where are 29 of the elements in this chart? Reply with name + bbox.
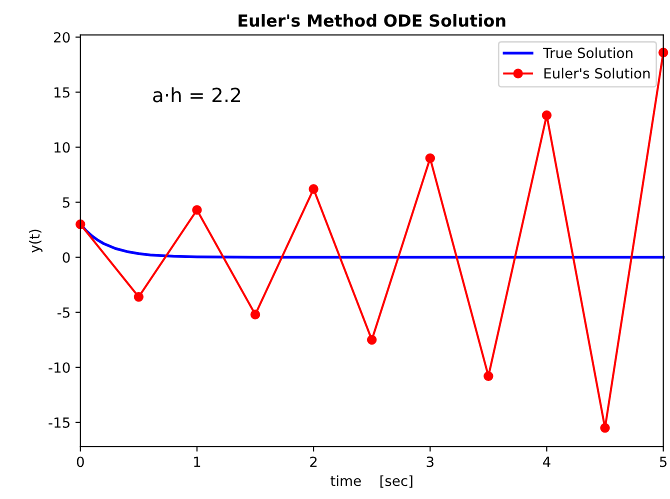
y-tick-label: 5 — [62, 197, 70, 208]
point — [484, 371, 494, 382]
y-tick-label: 15 — [54, 87, 70, 98]
x-tick-label: 1 — [194, 456, 200, 467]
x-tick-label: 2 — [310, 456, 317, 467]
x-tick-label: 4 — [542, 456, 550, 467]
x-tick-label: 3 — [426, 456, 434, 468]
y-tick-label: 20 — [54, 32, 70, 43]
y-tick-label: -5 — [58, 307, 70, 318]
x-axis-title: time [sec] — [330, 475, 412, 488]
chart-title: Euler's Method ODE Solution — [238, 14, 506, 27]
y-tick-label: 10 — [54, 142, 70, 153]
legend-label: Euler's Solution — [544, 68, 650, 79]
point — [366, 334, 377, 345]
point — [542, 110, 552, 120]
y-tick-label: -15 — [48, 418, 70, 428]
y-axis-title: y(t) — [29, 230, 42, 253]
x-tick-label: 0 — [76, 456, 84, 468]
legend-label: True Solution — [543, 47, 632, 58]
point — [250, 310, 260, 320]
x-tick-label: 5 — [660, 456, 667, 468]
point — [600, 423, 610, 433]
point — [134, 292, 144, 302]
annotation: a·h = 2.2 — [153, 87, 240, 102]
point — [308, 184, 318, 194]
point — [425, 153, 435, 164]
y-tick-label: 0 — [62, 252, 70, 263]
point — [192, 205, 202, 215]
y-tick-label: -10 — [48, 362, 70, 373]
